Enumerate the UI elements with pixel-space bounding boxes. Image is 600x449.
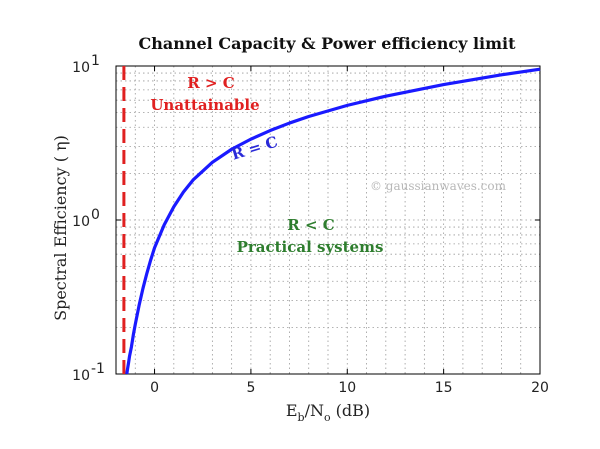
y-tick-label: 10 — [72, 60, 90, 76]
x-tick-label: 15 — [435, 380, 453, 396]
chart-title: Channel Capacity & Power efficiency limi… — [139, 34, 517, 53]
x-tick-label: 5 — [246, 380, 255, 396]
y-tick-exponent: 0 — [91, 207, 100, 223]
x-axis-label: Eb/No (dB) — [286, 401, 370, 424]
y-tick-exponent: -1 — [91, 361, 105, 377]
y-axis-label: Spectral Efficiency ( η) — [51, 135, 70, 321]
annotation-r-lt-c: R < C — [287, 216, 334, 234]
x-tick-label: 20 — [531, 380, 549, 396]
tick-marks — [116, 65, 541, 375]
annotation-unattainable: Unattainable — [150, 96, 259, 114]
y-tick-label: 10 — [72, 214, 90, 230]
watermark: © gaussianwaves.com — [370, 179, 507, 193]
annotation-practical-systems: Practical systems — [237, 238, 384, 256]
x-tick-labels: 0 5 10 15 20 — [150, 380, 549, 396]
y-tick-exponent: 1 — [91, 53, 100, 69]
x-tick-label: 10 — [338, 380, 356, 396]
annotation-r-gt-c: R > C — [187, 74, 234, 92]
y-tick-label: 10 — [72, 368, 90, 384]
capacity-curve — [125, 67, 541, 375]
x-tick-label: 0 — [150, 380, 159, 396]
